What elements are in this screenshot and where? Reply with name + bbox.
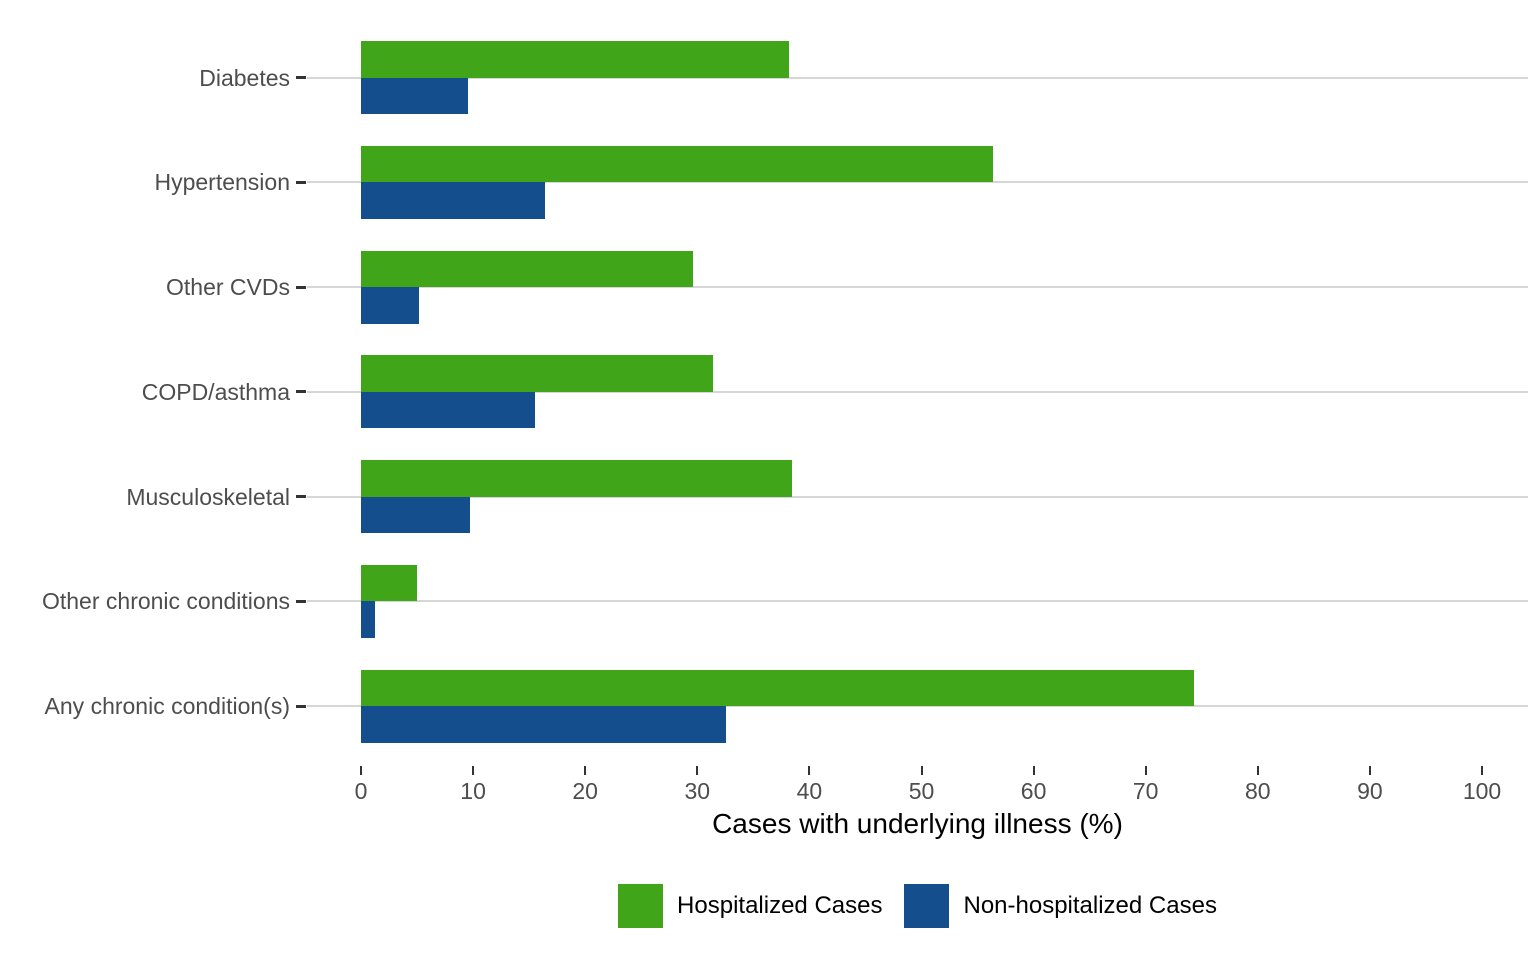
- category-label: COPD/asthma: [141, 378, 290, 405]
- x-axis-tick-label: 60: [1020, 778, 1047, 804]
- x-axis-tick-mark: [920, 766, 923, 775]
- category-tick-mark: [296, 285, 306, 289]
- legend-item: Non-hospitalized Cases: [904, 884, 1217, 928]
- bar-hospitalized-cases: [361, 250, 693, 288]
- category-label: Other chronic conditions: [41, 588, 290, 615]
- category-tick-mark: [296, 390, 306, 394]
- x-axis-tick-mark: [1032, 766, 1035, 775]
- legend-swatch-non-hospitalized: [904, 884, 950, 928]
- bar-hospitalized-cases: [361, 41, 790, 78]
- x-axis-title: Cases with underlying illness (%): [712, 808, 1123, 839]
- bar-hospitalized-cases: [361, 460, 792, 497]
- x-axis-tick-mark: [584, 766, 587, 775]
- x-axis-tick-mark: [1144, 766, 1147, 775]
- bar-hospitalized-cases: [361, 564, 418, 602]
- bar-hospitalized-cases: [361, 669, 1194, 707]
- x-axis-tick-mark: [360, 766, 362, 775]
- bar-non-hospitalized-cases: [361, 287, 420, 324]
- gridline-y: [307, 181, 1528, 184]
- gridline-y: [307, 600, 1528, 603]
- legend-swatch-hospitalized: [618, 884, 664, 928]
- x-axis-tick-label: 30: [684, 778, 711, 804]
- category-tick-mark: [296, 495, 306, 499]
- legend-label-hospitalized: Hospitalized Cases: [677, 892, 883, 919]
- category-tick-mark: [296, 704, 306, 708]
- gridline-y: [307, 76, 1528, 79]
- x-axis-tick-label: 10: [460, 778, 486, 804]
- x-axis-tick-label: 70: [1132, 778, 1159, 804]
- gridline-y: [307, 495, 1528, 498]
- x-axis-tick-label: 80: [1245, 778, 1271, 804]
- bar-non-hospitalized-cases: [361, 496, 470, 534]
- x-axis-tick-mark: [1481, 766, 1483, 775]
- category-label: Musculoskeletal: [126, 483, 290, 510]
- gridline-y: [307, 705, 1528, 708]
- gridline-y: [307, 286, 1528, 289]
- x-axis-tick-mark: [696, 766, 699, 775]
- category-label: Hypertension: [154, 169, 290, 196]
- legend-item: Hospitalized Cases: [618, 884, 882, 928]
- category-label: Other CVDs: [166, 274, 290, 301]
- bar-non-hospitalized-cases: [361, 77, 468, 115]
- category-label: Any chronic condition(s): [44, 693, 290, 720]
- legend: Hospitalized Cases Non-hospitalized Cases: [307, 884, 1528, 928]
- bar-non-hospitalized-cases: [361, 706, 727, 743]
- x-axis-tick-label: 100: [1462, 778, 1502, 804]
- x-axis-tick-mark: [472, 766, 475, 775]
- bar-non-hospitalized-cases: [361, 601, 375, 638]
- x-axis-tick-mark: [1368, 766, 1371, 775]
- bar-hospitalized-cases: [361, 145, 994, 183]
- x-axis-tick-label: 20: [572, 778, 598, 804]
- x-axis-tick-mark: [1256, 766, 1259, 775]
- x-axis-tick-label: 0: [354, 778, 368, 804]
- category-label: Diabetes: [199, 64, 290, 91]
- category-tick-mark: [296, 180, 306, 184]
- category-tick-mark: [296, 76, 306, 80]
- bar-hospitalized-cases: [361, 355, 713, 392]
- category-tick-mark: [296, 599, 306, 603]
- x-axis-tick-mark: [808, 766, 811, 775]
- gridline-y: [307, 390, 1528, 393]
- x-axis-tick-label: 90: [1357, 778, 1383, 804]
- legend-label-non-hospitalized: Non-hospitalized Cases: [963, 892, 1217, 919]
- x-axis-tick-label: 50: [908, 778, 935, 804]
- bar-non-hospitalized-cases: [361, 182, 545, 219]
- x-axis-tick-label: 40: [796, 778, 823, 804]
- bar-non-hospitalized-cases: [361, 391, 535, 429]
